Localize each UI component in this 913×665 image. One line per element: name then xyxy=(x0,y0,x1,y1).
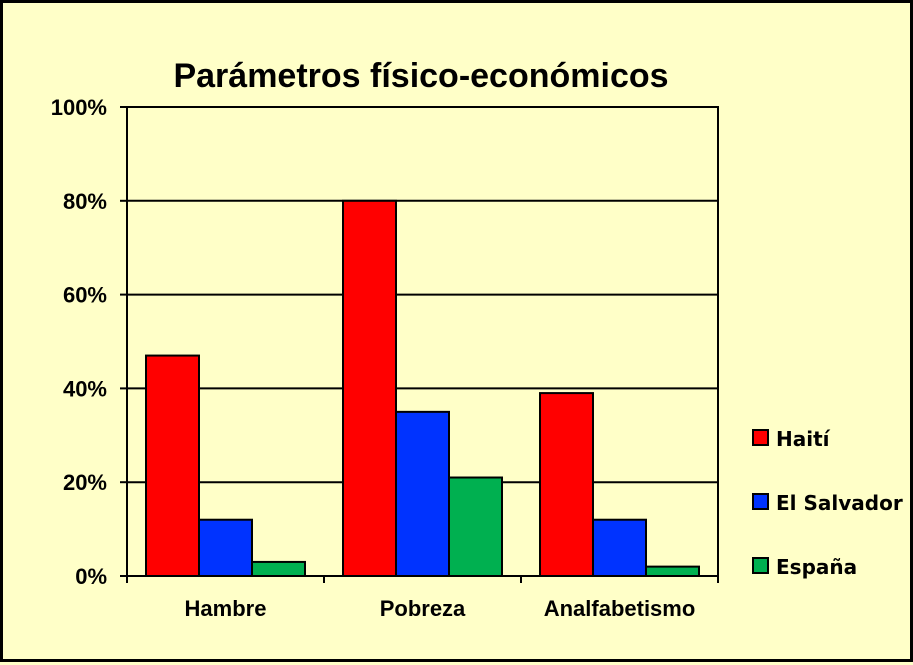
plot-border xyxy=(126,106,719,577)
y-tick-label: 80% xyxy=(63,189,107,214)
legend-label: Haití xyxy=(776,427,831,451)
chart-svg: Parámetros físico-económicos 0% 20% 40% 60%… xyxy=(51,57,903,621)
x-category-label: Analfabetismo xyxy=(544,596,696,621)
bar-espa-a-hambre xyxy=(251,560,306,577)
chart-title: Parámetros físico-económicos xyxy=(173,57,668,95)
x-category-label: Hambre xyxy=(185,596,267,621)
bar-el-salvador-pobreza xyxy=(395,410,450,577)
bar-el-salvador-hambre xyxy=(198,518,253,577)
bar-espa-a-analfabetismo xyxy=(645,565,700,577)
legend-label: El Salvador xyxy=(776,491,903,515)
y-tick-label: 60% xyxy=(63,283,107,308)
legend-swatch xyxy=(752,493,769,510)
legend-label: España xyxy=(776,555,857,579)
bar-hait--hambre xyxy=(145,354,200,577)
plot-area: 0% 20% 40% 60% 80% 100% Hambre Pobreza Analfabet… xyxy=(51,95,719,621)
y-tick-label: 100% xyxy=(51,95,107,120)
y-tick-label: 0% xyxy=(75,564,107,589)
x-category-label: Pobreza xyxy=(380,596,466,621)
legend-swatch xyxy=(752,429,769,446)
legend: Haití El Salvador España xyxy=(752,427,903,579)
bar-hait--analfabetismo xyxy=(539,392,594,577)
bar-espa-a-pobreza xyxy=(448,476,503,578)
legend-swatch xyxy=(752,557,769,574)
y-tick-label: 40% xyxy=(63,376,107,401)
bar-el-salvador-analfabetismo xyxy=(592,518,647,577)
y-tick-label: 20% xyxy=(63,470,107,495)
bar-hait--pobreza xyxy=(342,199,397,578)
